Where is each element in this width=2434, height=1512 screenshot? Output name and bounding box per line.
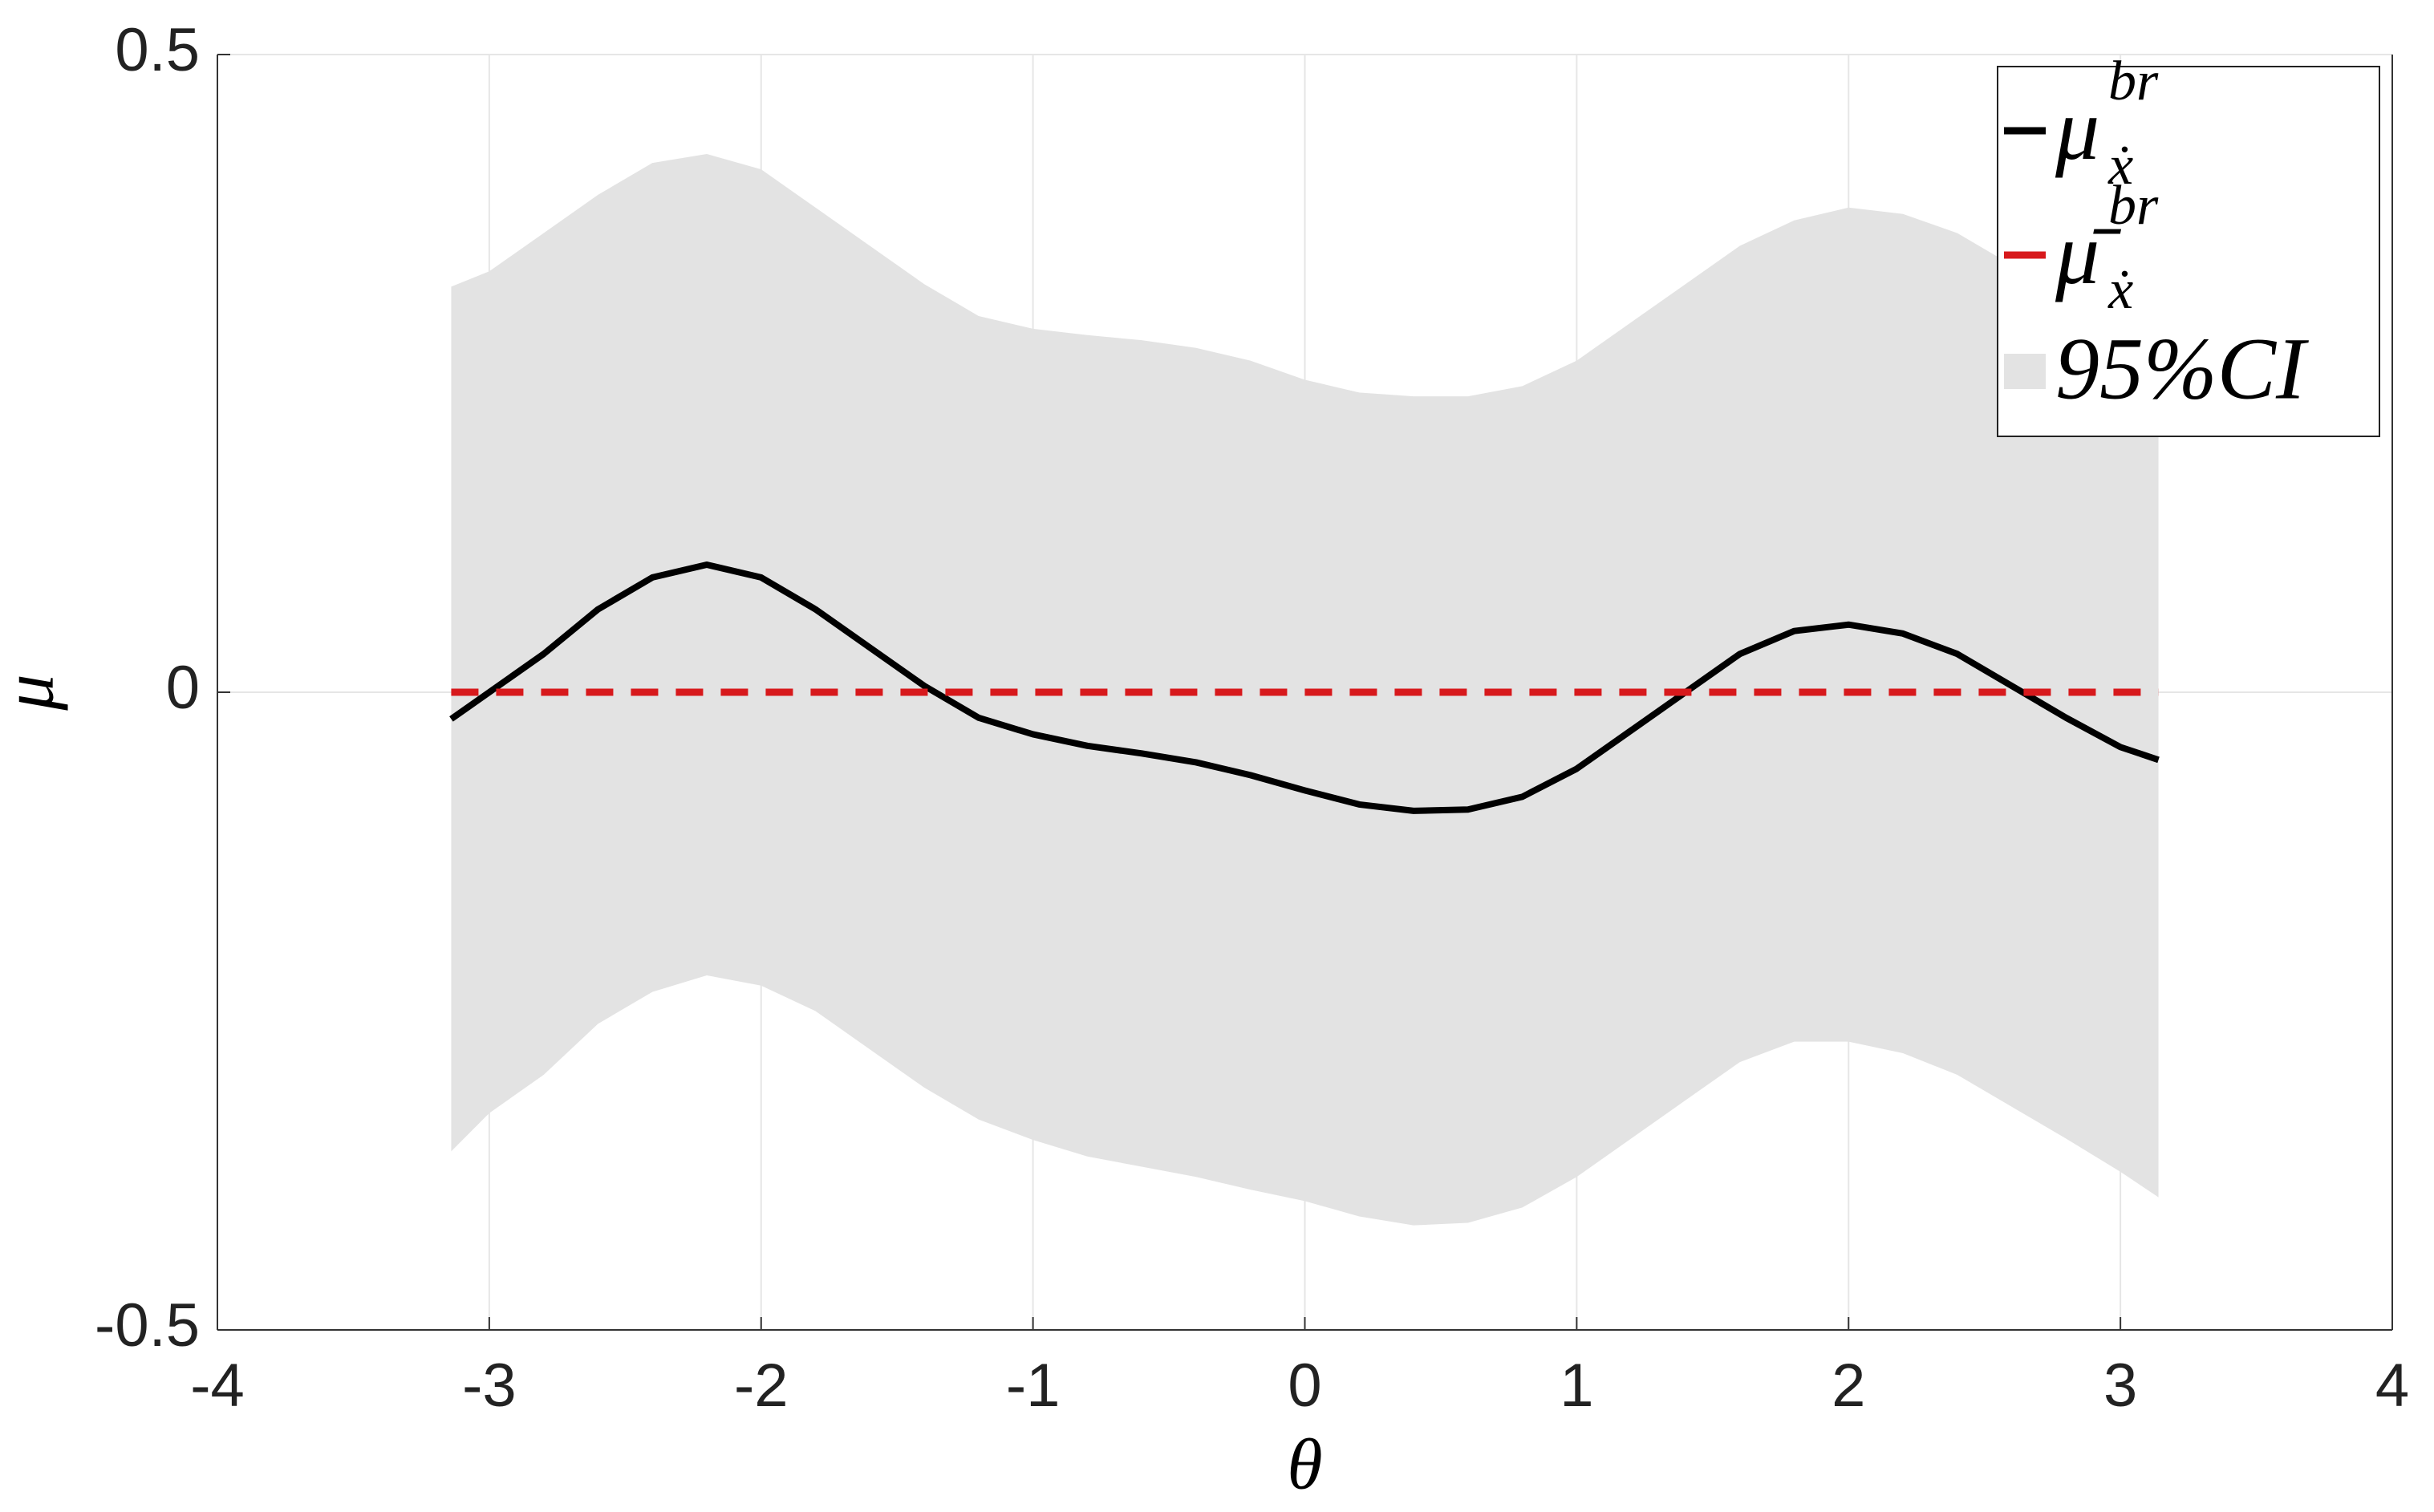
x-tick-label: -1 [1006, 1352, 1061, 1420]
legend-sub: ẋ [2107, 259, 2133, 321]
legend-sup: br [2108, 175, 2159, 237]
x-tick-label: -2 [734, 1352, 789, 1420]
x-tick-label: 1 [1560, 1352, 1593, 1420]
y-tick-label: 0.5 [115, 16, 200, 84]
legend-swatch [2004, 354, 2046, 389]
y-tick-label: -0.5 [95, 1291, 200, 1360]
x-tick-label: 4 [2375, 1352, 2409, 1420]
legend-sub: ẋ [2107, 135, 2133, 197]
x-tick-label: -4 [190, 1352, 245, 1420]
legend-symbol: μ [2055, 80, 2099, 178]
legend-sup: br [2108, 51, 2159, 112]
x-tick-label: 3 [2103, 1352, 2137, 1420]
x-tick-label: 2 [1832, 1352, 1865, 1420]
x-tick-label: -3 [462, 1352, 517, 1420]
y-tick-label: 0 [166, 654, 200, 722]
legend-label: μ [2055, 80, 2099, 178]
legend-box [1997, 66, 2380, 437]
x-tick-label: 0 [1288, 1352, 1321, 1420]
legend-label: 95%CI [2055, 319, 2309, 417]
y-axis-label: μ [0, 674, 69, 711]
x-axis-label: θ [1287, 1425, 1322, 1505]
series-line [449, 561, 2160, 814]
